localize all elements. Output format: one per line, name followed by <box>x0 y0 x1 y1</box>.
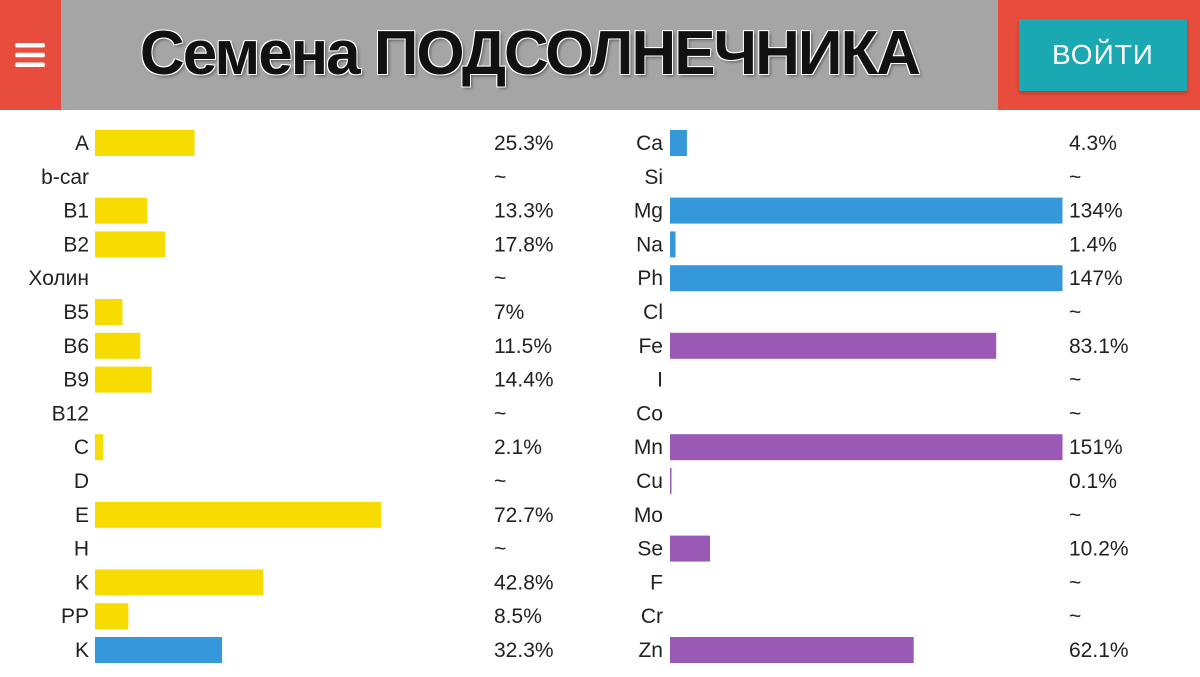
value-label: 2.1% <box>494 436 542 459</box>
bar <box>670 332 997 359</box>
bar <box>670 197 1063 224</box>
category-label: B2 <box>63 233 89 256</box>
nutrient-chart: A 25.3% b-car ~ B1 13.3% B2 17.8% Холин ~ B5 7% B6 11… <box>28 130 1129 663</box>
category-label: E <box>75 504 89 527</box>
category-label: F <box>650 571 663 594</box>
category-label: B1 <box>63 200 89 223</box>
value-label: ~ <box>1069 571 1081 594</box>
value-label: 42.8% <box>494 571 554 594</box>
value-label: ~ <box>1069 504 1081 527</box>
value-label: 72.7% <box>494 504 554 527</box>
category-label: H <box>74 538 89 561</box>
chart-column-2: Ca 4.3% Si ~ Mg 134% Na 1.4% Ph 147% Cl ~ Fe 83.1% I ~ C… <box>634 130 1129 663</box>
value-label: 14.4% <box>494 369 554 392</box>
category-label: Холин <box>28 267 89 290</box>
bar <box>95 366 152 393</box>
title-panel: Семена ПОДСОЛНЕЧНИКА <box>61 0 998 110</box>
category-label: Na <box>636 233 663 256</box>
category-label: Mn <box>634 436 663 459</box>
category-label: K <box>75 639 89 662</box>
value-label: ~ <box>1069 369 1081 392</box>
value-label: ~ <box>494 166 506 189</box>
category-label: C <box>74 436 89 459</box>
bar <box>95 569 264 596</box>
bar <box>95 637 223 663</box>
category-label: I <box>657 369 663 392</box>
value-label: 32.3% <box>494 639 554 662</box>
page-title: Семена ПОДСОЛНЕЧНИКА <box>139 18 921 88</box>
bar <box>95 603 129 630</box>
bar <box>95 231 165 258</box>
bar <box>670 434 1063 461</box>
menu-button[interactable] <box>0 0 60 110</box>
bar <box>95 501 382 528</box>
hamburger-menu-icon <box>15 43 45 67</box>
value-label: 13.3% <box>494 200 554 223</box>
value-label: ~ <box>1069 605 1081 628</box>
category-label: Se <box>637 538 663 561</box>
value-label: ~ <box>1069 301 1081 324</box>
category-label: B9 <box>63 369 89 392</box>
value-label: 62.1% <box>1069 639 1129 662</box>
value-label: 7% <box>494 301 524 324</box>
category-label: Cr <box>641 605 663 628</box>
category-label: A <box>75 132 89 155</box>
bar <box>95 130 195 156</box>
chart-column-1: A 25.3% b-car ~ B1 13.3% B2 17.8% Холин ~ B5 7% B6 11… <box>28 130 554 663</box>
category-label: b-car <box>41 166 89 189</box>
value-label: 25.3% <box>494 132 554 155</box>
category-label: B5 <box>63 301 89 324</box>
bar <box>670 637 914 663</box>
value-label: 8.5% <box>494 605 542 628</box>
category-label: Si <box>644 166 663 189</box>
bar <box>670 231 676 258</box>
value-label: 10.2% <box>1069 538 1129 561</box>
value-label: 134% <box>1069 200 1123 223</box>
value-label: 151% <box>1069 436 1123 459</box>
category-label: Mg <box>634 200 663 223</box>
value-label: 4.3% <box>1069 132 1117 155</box>
value-label: ~ <box>494 402 506 425</box>
value-label: ~ <box>494 538 506 561</box>
header-bar: Семена ПОДСОЛНЕЧНИКА ВОЙТИ <box>0 0 1200 110</box>
bar <box>670 468 672 494</box>
category-label: Cu <box>636 470 663 493</box>
value-label: 0.1% <box>1069 470 1117 493</box>
bar <box>95 332 141 359</box>
bar <box>670 130 687 156</box>
value-label: 11.5% <box>494 335 552 358</box>
category-label: D <box>74 470 89 493</box>
value-label: ~ <box>494 267 506 290</box>
value-label: ~ <box>494 470 506 493</box>
value-label: ~ <box>1069 402 1081 425</box>
category-label: Ca <box>636 132 663 155</box>
bar <box>95 197 148 224</box>
category-label: Co <box>636 402 663 425</box>
category-label: Ph <box>637 267 663 290</box>
value-label: ~ <box>1069 166 1081 189</box>
bar <box>670 535 710 562</box>
category-label: Cl <box>643 301 663 324</box>
category-label: K <box>75 571 89 594</box>
bar <box>95 434 104 461</box>
category-label: PP <box>61 605 89 628</box>
value-label: 147% <box>1069 267 1123 290</box>
value-label: 17.8% <box>494 233 554 256</box>
value-label: 1.4% <box>1069 233 1117 256</box>
category-label: B12 <box>52 402 89 425</box>
category-label: B6 <box>63 335 89 358</box>
value-label: 83.1% <box>1069 335 1129 358</box>
login-button[interactable]: ВОЙТИ <box>1019 19 1187 91</box>
category-label: Mo <box>634 504 663 527</box>
category-label: Zn <box>638 639 663 662</box>
bar <box>95 299 123 325</box>
bar <box>670 265 1063 292</box>
category-label: Fe <box>638 335 663 358</box>
